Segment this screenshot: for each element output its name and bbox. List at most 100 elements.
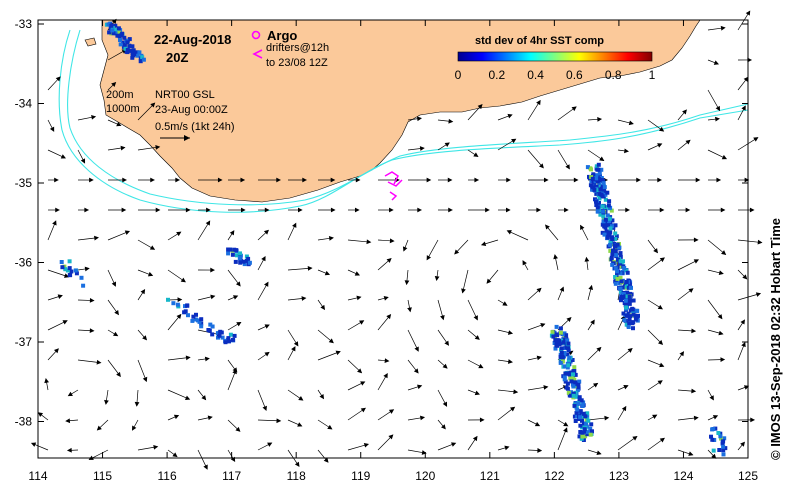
sst-pixel	[628, 314, 633, 319]
sst-pixel	[613, 281, 618, 286]
sst-pixel	[565, 352, 570, 357]
sst-pixel	[613, 223, 618, 228]
current-arrow	[197, 389, 207, 401]
sst-pixel	[582, 427, 587, 432]
sst-pixel	[618, 271, 623, 276]
current-arrow	[137, 444, 159, 451]
current-arrow	[618, 207, 630, 213]
current-arrow	[317, 350, 341, 361]
x-tick-label: 118	[287, 469, 306, 483]
sst-pixel	[624, 313, 629, 318]
current-arrow	[617, 119, 634, 126]
current-arrow	[67, 447, 79, 453]
sst-pixel	[569, 393, 573, 398]
current-arrow	[197, 294, 216, 301]
sst-pixel	[601, 219, 606, 224]
current-arrow	[287, 389, 304, 401]
sst-pixel	[574, 410, 579, 415]
current-arrow	[108, 177, 127, 183]
current-arrow	[497, 389, 519, 395]
sst-pixel	[67, 273, 72, 278]
current-arrow	[257, 324, 270, 331]
sst-pixel	[594, 199, 598, 204]
current-arrow	[677, 388, 697, 394]
y-tick-label: -37	[15, 335, 33, 349]
sst-pixel	[122, 43, 127, 48]
sst-pixel	[553, 338, 558, 343]
current-arrow	[707, 25, 726, 31]
sst-pixel	[210, 332, 215, 337]
x-tick-label: 120	[415, 469, 435, 483]
current-arrow	[707, 269, 724, 276]
sst-pixel	[623, 303, 628, 308]
current-arrow	[377, 358, 390, 364]
sst-pixel	[721, 448, 726, 453]
current-arrow	[527, 448, 543, 453]
sst-pixel	[628, 282, 632, 287]
current-arrow	[407, 384, 423, 391]
current-arrow	[467, 104, 483, 121]
y-tick-label: -36	[15, 256, 33, 270]
sst-pixel	[580, 404, 585, 408]
x-tick-label: 114	[28, 469, 47, 483]
current-arrow	[708, 207, 726, 213]
sst-pixel	[622, 266, 627, 270]
current-arrow	[348, 177, 361, 183]
sst-pixel	[582, 421, 586, 426]
current-arrow	[677, 288, 694, 301]
colorbar-tick-label: 0.6	[566, 68, 583, 82]
current-arrow	[737, 269, 748, 280]
sst-pixel	[615, 257, 620, 262]
current-arrow	[468, 177, 480, 183]
sst-pixel	[60, 265, 65, 270]
sst-pixel	[116, 26, 121, 31]
sst-pixel	[618, 251, 623, 256]
x-tick-label: 123	[609, 469, 629, 483]
sst-pixel	[572, 414, 577, 419]
current-arrow	[647, 437, 665, 451]
current-arrow	[707, 329, 724, 336]
sst-pixel	[579, 398, 584, 403]
sst-pixel	[595, 188, 600, 193]
current-arrow	[137, 359, 148, 383]
current-arrow	[407, 299, 412, 313]
current-arrow	[347, 359, 363, 374]
sst-pixel	[584, 421, 589, 426]
current-arrow	[197, 415, 213, 421]
drifters-label: drifters@12h	[266, 42, 329, 54]
current-arrow	[228, 177, 246, 183]
sst-pixel	[628, 298, 633, 303]
sst-pixel	[618, 261, 622, 266]
current-arrow	[77, 328, 95, 334]
current-arrow	[618, 177, 641, 183]
sst-pixel	[67, 259, 72, 264]
sst-pixel	[555, 338, 560, 343]
x-tick-label: 121	[480, 469, 500, 483]
sst-pixel	[597, 201, 601, 205]
sst-pixel	[122, 35, 127, 40]
sst-pixel	[227, 339, 231, 344]
current-arrow	[407, 359, 419, 374]
y-axis: -33 -34 -35 -36 -37 -38	[15, 17, 748, 429]
current-arrow	[108, 207, 127, 213]
sst-pixel	[613, 279, 618, 284]
sst-pixel	[623, 294, 628, 299]
sst-pixel	[626, 325, 631, 329]
sst-pixel	[215, 331, 220, 336]
sst-pixel	[602, 232, 607, 237]
current-arrow	[497, 138, 517, 151]
sst-pixel	[551, 334, 556, 339]
current-arrow	[434, 269, 440, 281]
sst-pixel	[566, 358, 571, 363]
sst-pixel	[623, 298, 628, 303]
product-time: 23-Aug 00:00Z	[155, 104, 228, 116]
current-arrow	[587, 415, 610, 421]
current-arrow	[738, 177, 750, 183]
sst-pixel	[562, 377, 567, 382]
current-arrow	[107, 329, 119, 337]
current-arrow	[437, 142, 450, 151]
current-arrow	[557, 427, 568, 451]
sst-pixel	[615, 269, 620, 274]
sst-pixel	[629, 285, 633, 290]
credit-label: © IMOS 13-Sep-2018 02:32 Hobart Time	[768, 218, 783, 460]
